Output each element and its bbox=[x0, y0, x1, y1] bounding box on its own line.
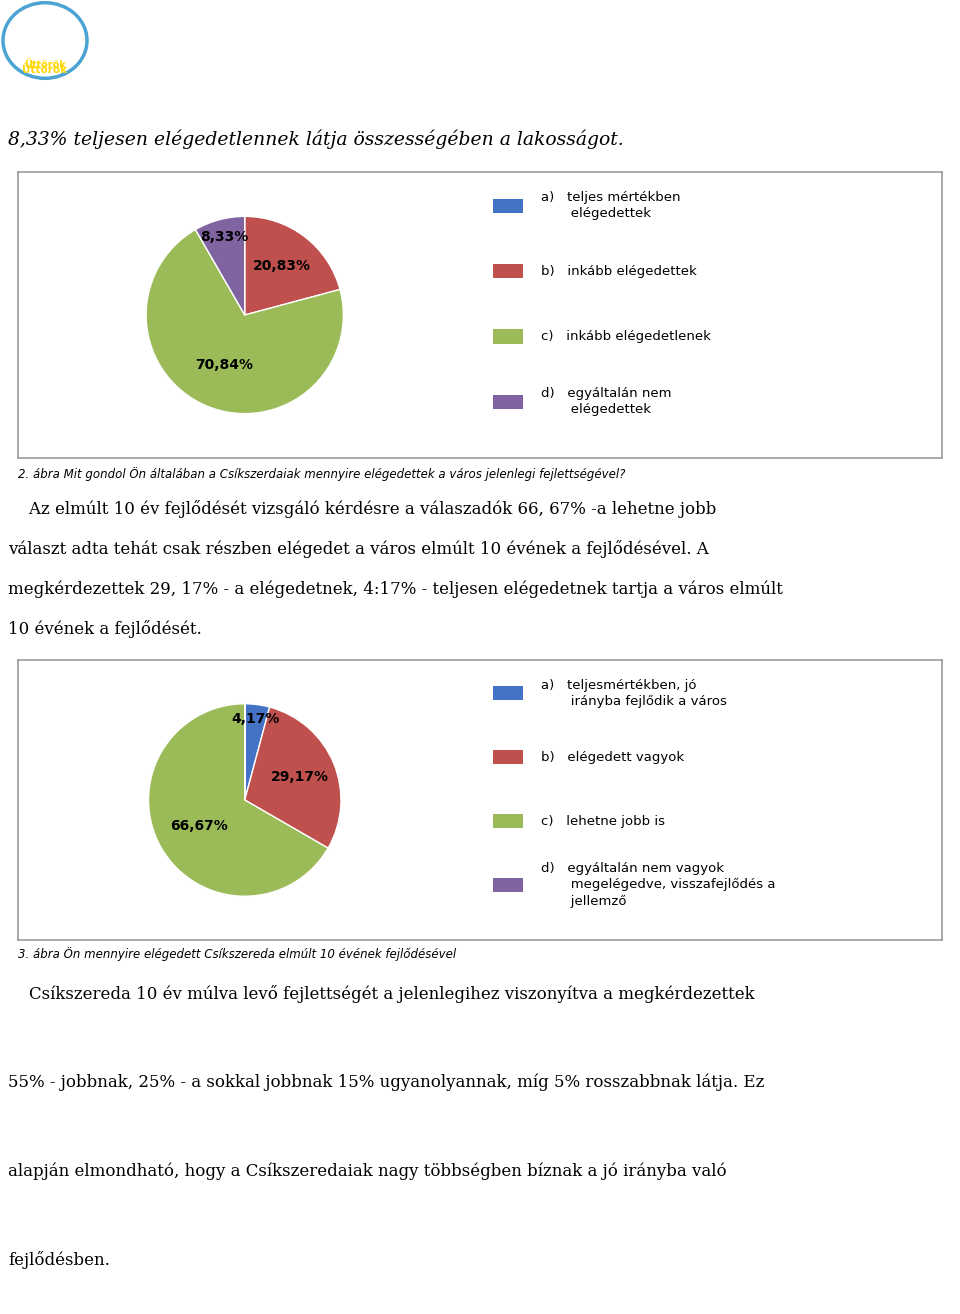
Wedge shape bbox=[245, 704, 270, 800]
Text: választ adta tehát csak részben elégedet a város elmúlt 10 évének a fejlődésével: választ adta tehát csak részben elégedet… bbox=[8, 540, 708, 558]
Bar bbox=[493, 330, 523, 344]
Text: 3. ábra Ön mennyire elégedett Csíkszereda elmúlt 10 évének fejlődésével: 3. ábra Ön mennyire elégedett Csíkszered… bbox=[18, 947, 456, 962]
Wedge shape bbox=[196, 217, 245, 315]
Text: 55% - jobbnak, 25% - a sokkal jobbnak 15% ugyanolyannak, míg 5% rosszabbnak látj: 55% - jobbnak, 25% - a sokkal jobbnak 15… bbox=[8, 1074, 764, 1091]
Text: 4,17%: 4,17% bbox=[231, 712, 279, 725]
Text: b)   elégedett vagyok: b) elégedett vagyok bbox=[540, 750, 684, 763]
Text: a)   teljes mértékben
       elégedettek: a) teljes mértékben elégedettek bbox=[540, 192, 681, 221]
Text: Üttörök: Üttörök bbox=[22, 66, 67, 75]
Text: 10 évének a fejlődését.: 10 évének a fejlődését. bbox=[8, 620, 202, 639]
Bar bbox=[493, 394, 523, 409]
Text: Üttörök: Üttörök bbox=[24, 60, 66, 70]
Text: megkérdezettek 29, 17% - a elégedetnek, 4:17% - teljesen elégedetnek tartja a vá: megkérdezettek 29, 17% - a elégedetnek, … bbox=[8, 579, 782, 598]
Wedge shape bbox=[149, 704, 328, 896]
Text: 2. ábra Mit gondol Ön általában a Csíkszerdaiak mennyire elégedettek a város jel: 2. ábra Mit gondol Ön általában a Csíksz… bbox=[18, 468, 625, 481]
Text: 20,83%: 20,83% bbox=[253, 259, 311, 273]
Text: c)   lehetne jobb is: c) lehetne jobb is bbox=[540, 815, 664, 828]
Bar bbox=[493, 264, 523, 279]
Text: d)   egyáltalán nem
       elégedettek: d) egyáltalán nem elégedettek bbox=[540, 388, 671, 417]
Bar bbox=[493, 878, 523, 892]
Text: Csíkszereda 10 év múlva levő fejlettségét a jelenlegihez viszonyítva a megkérdez: Csíkszereda 10 év múlva levő fejlettségé… bbox=[8, 986, 755, 1003]
Text: 29,17%: 29,17% bbox=[271, 770, 329, 784]
Text: a)   teljesmértékben, jó
       irányba fejlődik a város: a) teljesmértékben, jó irányba fejlődik … bbox=[540, 679, 727, 708]
Text: 8,33%: 8,33% bbox=[200, 230, 248, 244]
Text: 66,67%: 66,67% bbox=[170, 820, 228, 833]
Bar bbox=[493, 198, 523, 213]
Wedge shape bbox=[245, 707, 341, 848]
Wedge shape bbox=[146, 230, 344, 414]
Text: Az elmúlt 10 év fejlődését vizsgáló kérdésre a válaszadók 66, 67% -a lehetne job: Az elmúlt 10 év fejlődését vizsgáló kérd… bbox=[8, 501, 716, 518]
Bar bbox=[493, 750, 523, 765]
Text: 70,84%: 70,84% bbox=[195, 359, 253, 372]
Text: d)   egyáltalán nem vagyok
       megelégedve, visszafejlődés a
       jellemző: d) egyáltalán nem vagyok megelégedve, vi… bbox=[540, 862, 776, 908]
Text: b)   inkább elégedettek: b) inkább elégedettek bbox=[540, 264, 697, 277]
Bar bbox=[493, 686, 523, 700]
Text: fejlődésben.: fejlődésben. bbox=[8, 1251, 109, 1269]
Text: 8,33% teljesen elégedetlennek látja összességében a lakosságot.: 8,33% teljesen elégedetlennek látja össz… bbox=[8, 129, 624, 148]
Bar bbox=[493, 815, 523, 828]
Text: alapján elmondható, hogy a Csíkszeredaiak nagy többségben bíznak a jó irányba va: alapján elmondható, hogy a Csíkszeredaia… bbox=[8, 1162, 727, 1180]
Text: c)   inkább elégedetlenek: c) inkább elégedetlenek bbox=[540, 330, 710, 343]
Wedge shape bbox=[245, 217, 340, 315]
